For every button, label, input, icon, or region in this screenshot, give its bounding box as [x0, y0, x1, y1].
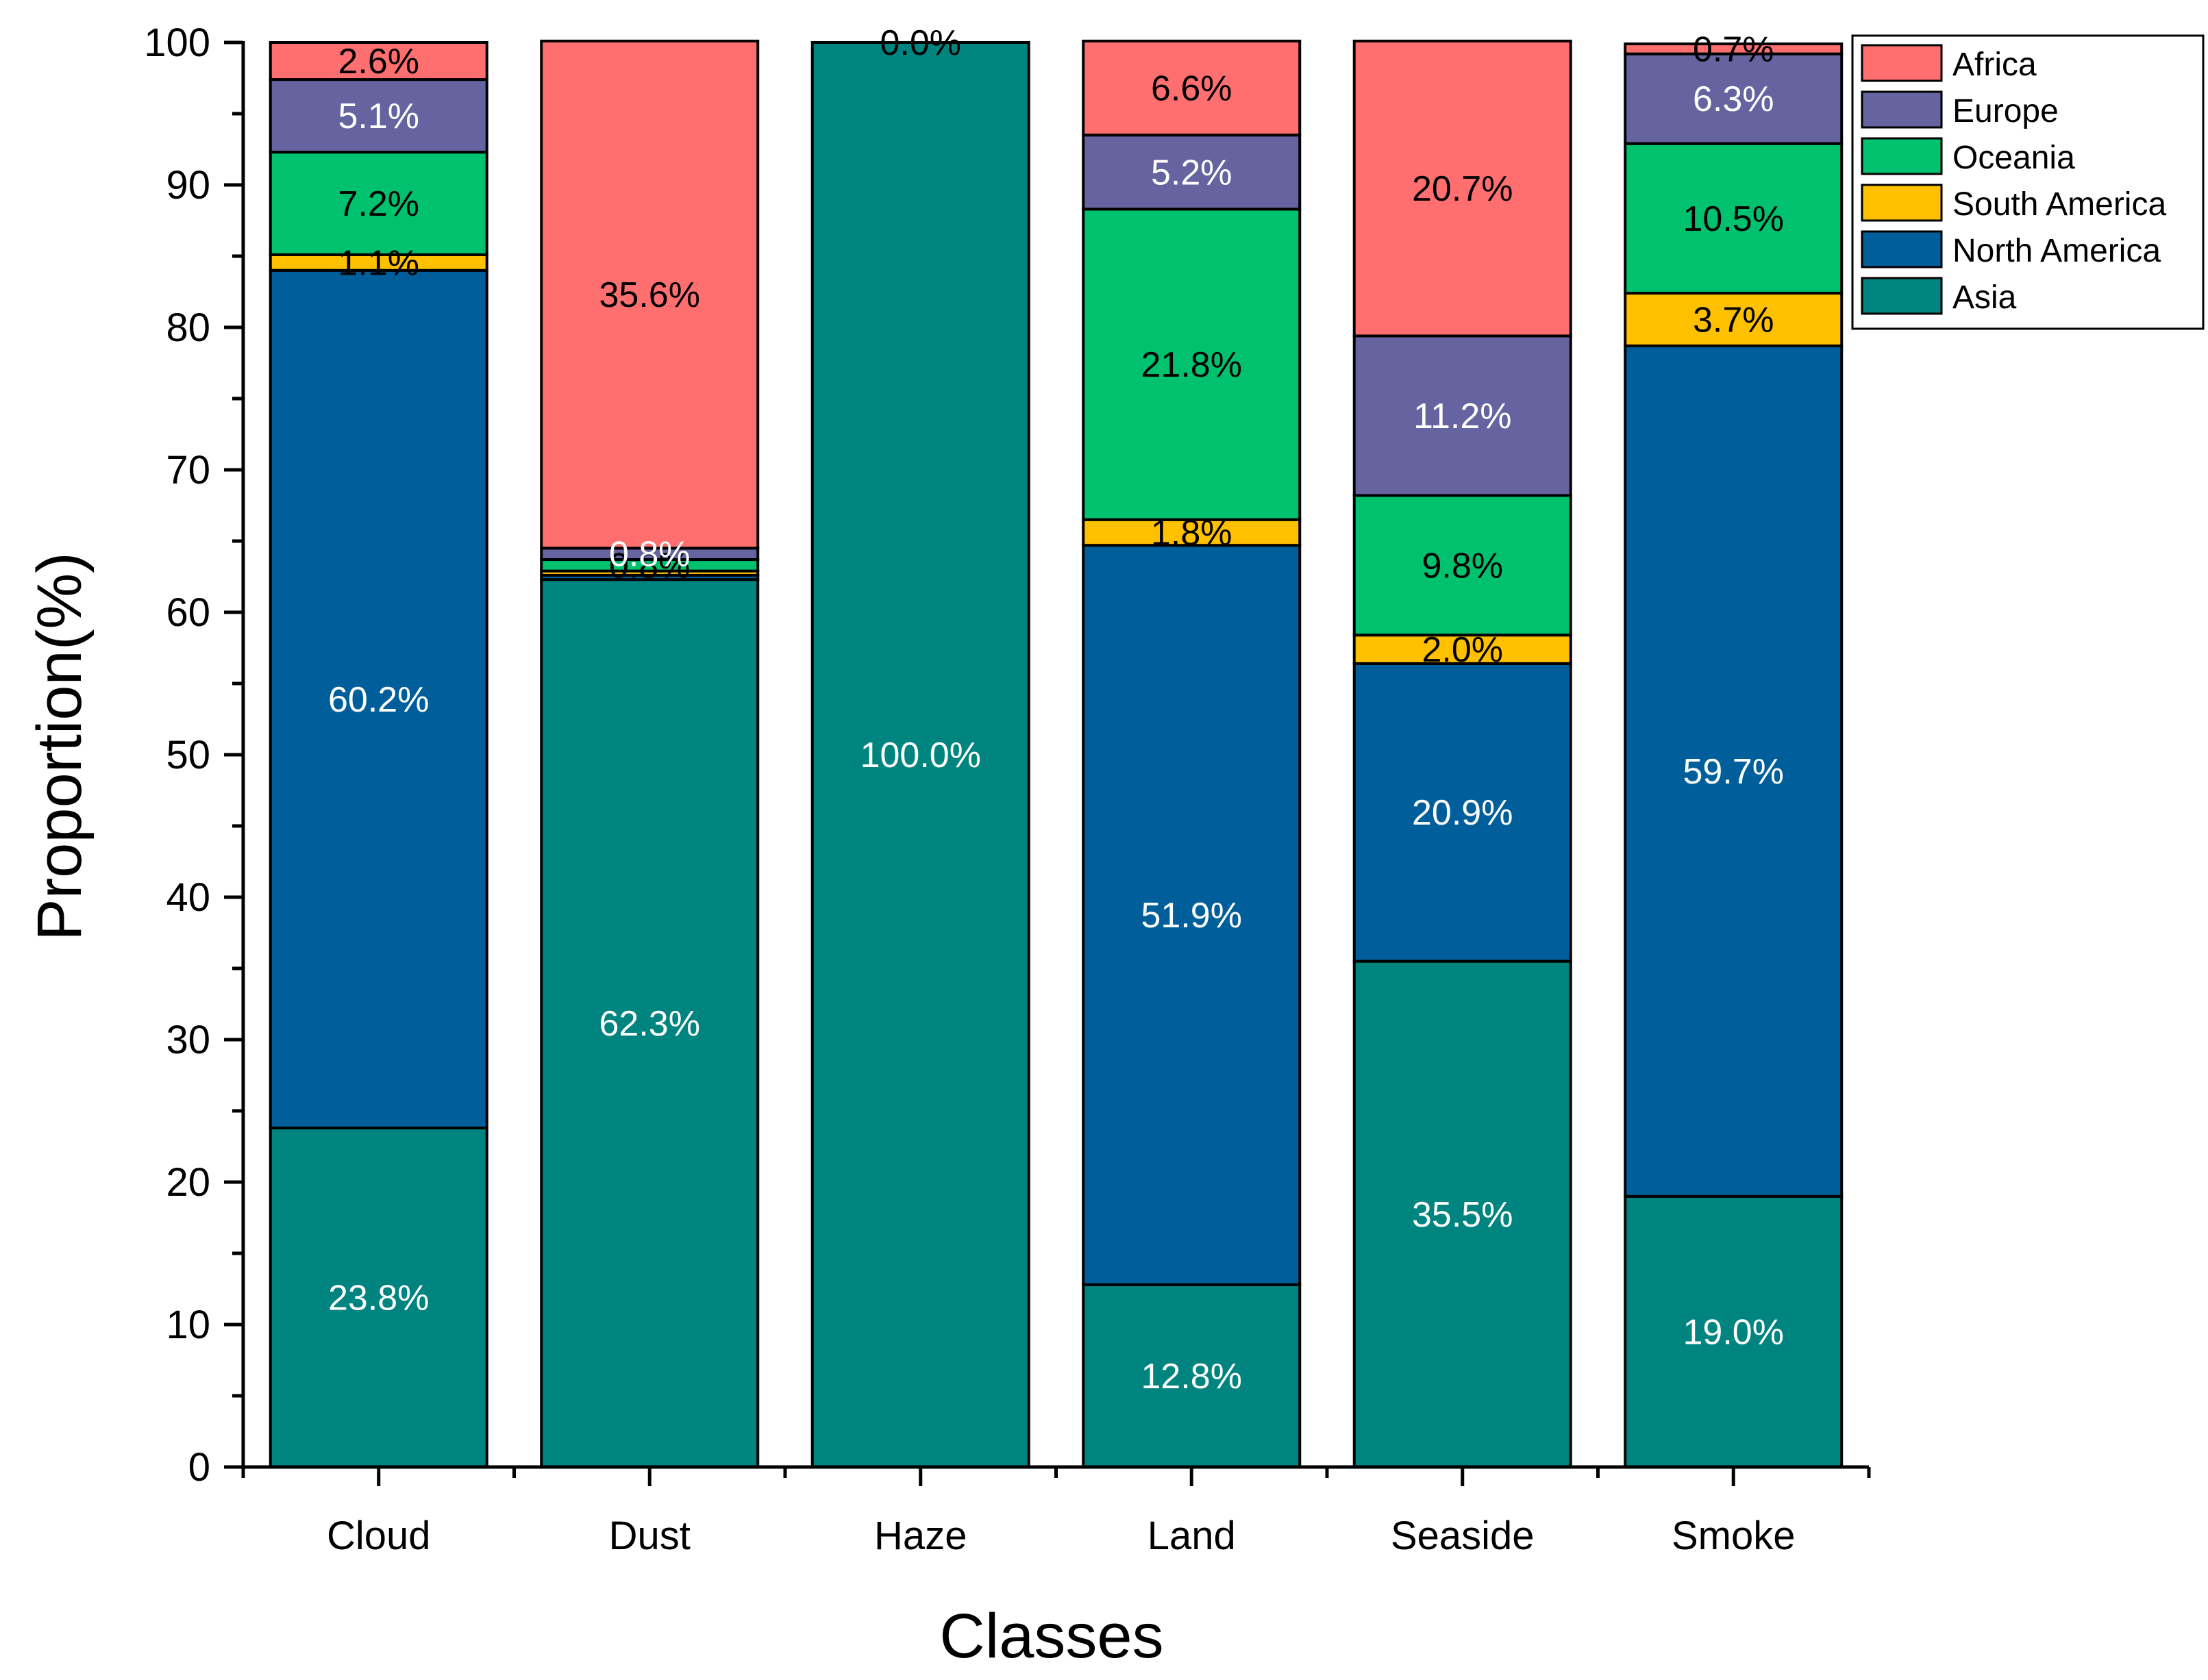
data-label-land-africa: 6.6%	[1151, 69, 1232, 109]
y-tick-label: 50	[166, 733, 210, 777]
data-label-smoke-north-america: 59.7%	[1683, 752, 1784, 792]
data-label-dust-asia: 62.3%	[599, 1004, 700, 1044]
y-axis-title: Proportion(%)	[25, 552, 95, 941]
legend-label-north-america: North America	[1952, 233, 2161, 269]
legend-label-asia: Asia	[1952, 279, 2017, 316]
segment-labels: 23.8% 60.2% 1.1% 7.2% 5.1% 2.6% 62.3% 0.8%0.8% 3…	[328, 23, 1784, 1396]
data-label-seaside-africa: 20.7%	[1412, 169, 1513, 209]
data-label-cloud-europe: 5.1%	[338, 97, 419, 136]
data-label-cloud-south-america: 1.1%	[338, 243, 419, 283]
bar-segment-smoke-south-america	[1624, 292, 1844, 348]
x-tick-label-land: Land	[1148, 1514, 1236, 1558]
bar-segment-smoke-europe	[1624, 52, 1844, 145]
bars	[269, 39, 1844, 1469]
x-tick-label-haze: Haze	[874, 1514, 967, 1558]
bar-segment-dust-africa	[540, 39, 760, 550]
bar-segment-seaside-oceania	[1352, 494, 1572, 637]
data-label-seaside-europe: 11.2%	[1413, 397, 1512, 436]
data-label-cloud-north-america: 60.2%	[328, 680, 429, 720]
legend: Africa Europe Oceania South America North Am…	[1851, 34, 2205, 330]
bar-segment-cloud-africa	[269, 41, 488, 82]
data-label-land-europe: 5.2%	[1151, 153, 1232, 192]
y-tick-label: 20	[166, 1160, 210, 1205]
legend-swatch-africa	[1861, 44, 1943, 82]
y-tick-label: 10	[166, 1303, 210, 1347]
legend-swatch-oceania	[1861, 137, 1943, 175]
legend-swatch-north-america	[1861, 230, 1943, 268]
data-label-dust-europe: 0.8%	[609, 535, 691, 575]
x-tick-label-seaside: Seaside	[1391, 1514, 1535, 1558]
legend-swatch-asia	[1861, 277, 1943, 315]
bar-segment-cloud-europe	[269, 78, 488, 154]
data-label-land-south-america: 1.8%	[1151, 514, 1232, 553]
legend-label-south-america: South America	[1952, 186, 2166, 223]
legend-swatch-europe	[1861, 90, 1943, 129]
data-label-land-oceania: 21.8%	[1141, 345, 1242, 385]
y-tick-label: 90	[166, 163, 210, 208]
data-label-seaside-north-america: 20.9%	[1412, 793, 1513, 833]
data-label-haze-asia: 100.0%	[860, 736, 981, 775]
legend-label-europe: Europe	[1952, 93, 2059, 129]
y-tick-label: 40	[166, 875, 210, 920]
bar-segment-cloud-asia	[269, 1126, 488, 1468]
legend-swatch-south-america	[1861, 184, 1943, 222]
data-label-dust-africa: 35.6%	[599, 275, 700, 315]
data-label-seaside-asia: 35.5%	[1412, 1195, 1513, 1235]
data-label-smoke-europe: 6.3%	[1693, 79, 1774, 119]
data-label-seaside-south-america: 2.0%	[1422, 630, 1503, 670]
x-tick-label-cloud: Cloud	[327, 1514, 431, 1558]
bar-segment-cloud-north-america	[269, 268, 488, 1129]
bar-segment-seaside-south-america	[1352, 634, 1572, 665]
data-label-dust-oceania: 0.8%	[609, 546, 691, 586]
data-label-smoke-south-america: 3.7%	[1693, 301, 1774, 340]
data-label-seaside-oceania: 9.8%	[1422, 546, 1503, 586]
bar-segment-land-oceania	[1082, 208, 1302, 521]
data-label-land-asia: 12.8%	[1141, 1357, 1242, 1396]
data-label-smoke-oceania: 10.5%	[1683, 199, 1784, 239]
x-tick-label-dust: Dust	[609, 1514, 691, 1558]
bar-segment-smoke-africa	[1624, 42, 1844, 55]
bar-segment-cloud-oceania	[269, 151, 488, 256]
data-label-smoke-africa: 0.7%	[1693, 29, 1774, 69]
legend-label-africa: Africa	[1952, 47, 2037, 83]
bar-segment-seaside-africa	[1352, 39, 1572, 338]
bar-segment-seaside-north-america	[1352, 662, 1572, 963]
data-label-cloud-oceania: 7.2%	[338, 184, 419, 224]
data-label-cloud-africa: 2.6%	[338, 42, 419, 82]
bar-segment-smoke-oceania	[1624, 142, 1844, 295]
data-label-haze-africa: 0.0%	[880, 23, 961, 63]
x-axis-title: Classes	[939, 1601, 1163, 1671]
y-tick-label: 0	[188, 1445, 210, 1490]
data-label-cloud-asia: 23.8%	[328, 1278, 429, 1318]
legend-label-oceania: Oceania	[1952, 140, 2075, 176]
bar-segment-land-north-america	[1082, 544, 1302, 1286]
y-tick-label: 80	[166, 305, 210, 350]
axes: 0 10 20 30 40 50 60 70 80 90 100 Cloud Dust Haze Land S…	[144, 21, 1871, 1558]
bar-segment-land-africa	[1082, 39, 1302, 137]
x-tick-label-smoke: Smoke	[1672, 1514, 1796, 1558]
bar-segment-seaside-europe	[1352, 334, 1572, 497]
data-label-land-north-america: 51.9%	[1141, 896, 1242, 936]
bar-segment-smoke-north-america	[1624, 344, 1844, 1198]
bar-segment-land-asia	[1082, 1283, 1302, 1468]
y-tick-label: 60	[166, 590, 210, 635]
y-tick-label: 100	[144, 21, 210, 65]
y-tick-label: 70	[166, 448, 210, 492]
y-tick-label: 30	[166, 1018, 210, 1062]
data-label-smoke-asia: 19.0%	[1683, 1312, 1784, 1352]
